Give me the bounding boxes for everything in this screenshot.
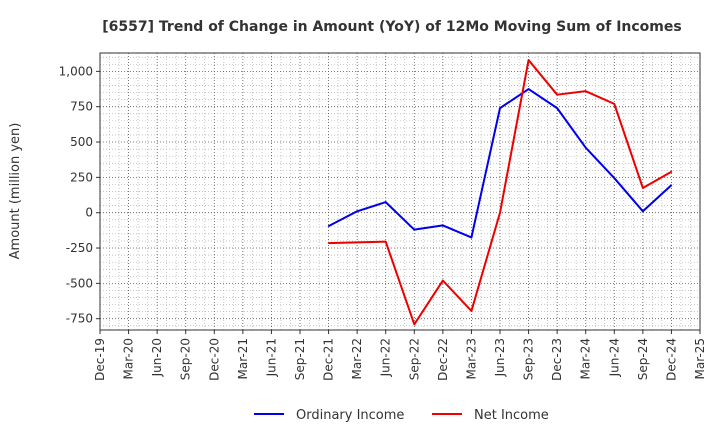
x-tick-label: Dec-20 — [207, 338, 221, 381]
data-point — [413, 323, 416, 326]
x-tick-label: Sep-24 — [636, 338, 650, 380]
x-tick-label: Dec-22 — [436, 338, 450, 381]
x-tick-label: Mar-25 — [693, 338, 707, 379]
plot-frame — [99, 52, 701, 331]
data-point — [527, 59, 530, 61]
data-point — [384, 240, 387, 243]
x-tick-label: Dec-24 — [664, 338, 678, 381]
data-point — [413, 228, 416, 231]
x-tick-label: Mar-24 — [579, 338, 593, 379]
x-tick-label: Mar-20 — [122, 338, 136, 379]
x-tick-label: Dec-23 — [550, 338, 564, 381]
x-tick-label: Jun-23 — [493, 338, 507, 377]
data-point — [613, 177, 616, 179]
data-point — [584, 146, 587, 149]
x-tick-label: Sep-22 — [407, 338, 421, 380]
y-tick-label: 1,000 — [59, 64, 93, 78]
plot-area: -750 -500 -250 0 250 500 750 1,000 Dec-19 Mar-20 J… — [59, 52, 707, 381]
x-tick-label: Dec-19 — [93, 338, 107, 381]
x-tick-label: Sep-21 — [293, 338, 307, 380]
legend-label: Ordinary Income — [296, 408, 404, 423]
x-tick-label: Jun-24 — [607, 338, 621, 377]
data-point — [356, 241, 358, 244]
legend-label: Net Income — [474, 408, 549, 423]
legend: Ordinary Income Net Income — [254, 408, 549, 423]
data-point — [670, 184, 673, 186]
data-point — [470, 310, 473, 312]
data-point — [384, 201, 387, 203]
x-tick-label: Mar-22 — [350, 338, 364, 379]
y-tick-label: 250 — [70, 170, 93, 184]
y-tick-label: 0 — [85, 206, 93, 220]
y-tick-label: 500 — [70, 135, 93, 149]
data-point — [470, 236, 473, 239]
y-tick-label: -500 — [66, 276, 93, 290]
data-point — [442, 224, 444, 227]
data-point — [642, 187, 644, 189]
x-tick-label: Mar-23 — [464, 338, 478, 379]
data-point — [584, 90, 587, 92]
chart-title: [6557] Trend of Change in Amount (YoY) o… — [102, 19, 681, 35]
data-point — [556, 93, 558, 96]
data-point — [613, 103, 616, 105]
x-tick-label: Jun-21 — [264, 338, 278, 377]
data-point — [527, 88, 530, 90]
x-tick-label: Sep-20 — [179, 338, 193, 380]
data-point — [556, 107, 558, 109]
x-tick-label: Jun-20 — [150, 338, 164, 377]
data-point — [327, 225, 330, 227]
data-point — [442, 279, 444, 282]
data-point — [670, 170, 673, 173]
x-tick-label: Mar-21 — [236, 338, 250, 379]
y-axis-label: Amount (million yen) — [8, 123, 23, 260]
data-point — [642, 210, 644, 213]
y-tick-label: 750 — [70, 100, 93, 114]
y-tick-label: -750 — [66, 312, 93, 326]
x-tick-label: Jun-22 — [379, 338, 393, 377]
y-tick-label: -250 — [66, 241, 93, 255]
x-tick-label: Dec-21 — [322, 338, 336, 381]
data-point — [327, 242, 330, 244]
data-point — [499, 211, 501, 214]
x-tick-label: Sep-23 — [522, 338, 536, 380]
data-point — [356, 210, 358, 213]
data-point — [499, 107, 501, 109]
